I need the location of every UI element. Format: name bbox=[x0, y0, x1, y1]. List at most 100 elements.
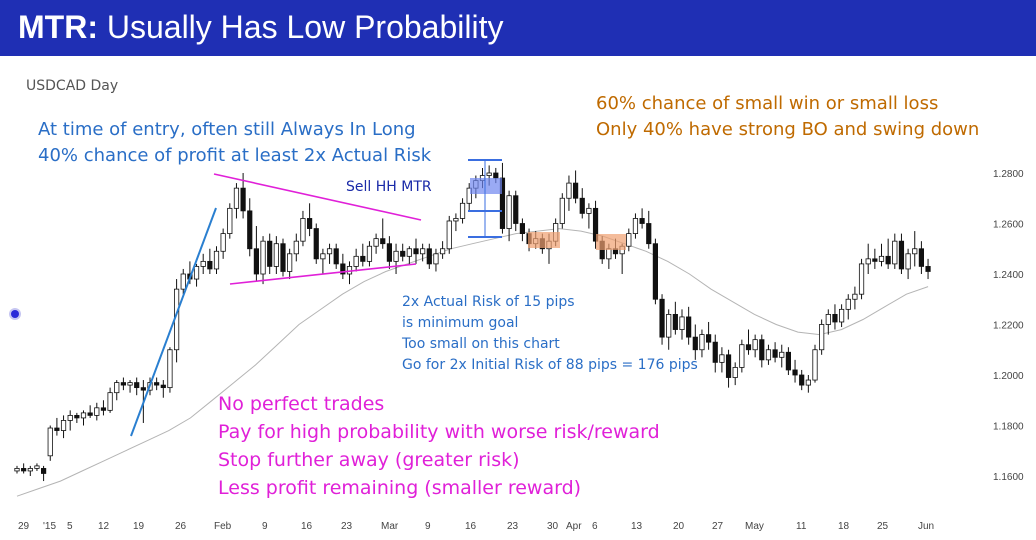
note-too-small: Too small on this chart bbox=[402, 336, 560, 352]
bear-candle bbox=[41, 468, 47, 474]
bull-candle bbox=[114, 382, 120, 394]
bear-candle bbox=[87, 412, 93, 416]
bull-candle bbox=[420, 248, 426, 255]
bull-candle bbox=[858, 263, 865, 295]
wedge-lower-line bbox=[229, 263, 417, 285]
y-tick-label: 1.1600 bbox=[993, 472, 1024, 483]
bull-candle bbox=[94, 407, 100, 416]
bull-candle bbox=[905, 253, 911, 270]
bear-candle bbox=[579, 197, 585, 214]
bear-candle bbox=[652, 243, 659, 300]
bull-candle bbox=[287, 253, 293, 272]
y-tick-label: 1.2400 bbox=[993, 270, 1024, 281]
moving-average-layer bbox=[16, 228, 929, 497]
bull-candle bbox=[892, 240, 898, 265]
note-pay-probability: Pay for high probability with worse risk… bbox=[218, 421, 660, 443]
x-tick-label: May bbox=[745, 521, 764, 532]
bear-candle bbox=[799, 374, 805, 386]
x-tick-label: 23 bbox=[341, 521, 353, 532]
bear-candle bbox=[154, 382, 160, 386]
bull-candle bbox=[506, 195, 512, 229]
bull-candle bbox=[220, 233, 226, 252]
trendlines bbox=[130, 173, 422, 437]
bear-candle bbox=[872, 258, 878, 262]
bear-candle bbox=[646, 223, 652, 245]
bull-candle bbox=[293, 240, 299, 255]
bull-candle bbox=[439, 248, 446, 255]
x-tick-label: Mar bbox=[381, 521, 399, 532]
bull-candle bbox=[666, 313, 672, 338]
bear-candle bbox=[267, 240, 273, 267]
x-tick-label: 12 bbox=[98, 521, 110, 532]
bull-candle bbox=[67, 414, 73, 421]
bear-candle bbox=[160, 384, 166, 389]
bear-candle bbox=[712, 341, 718, 363]
bear-candle bbox=[100, 407, 107, 411]
bear-candle bbox=[592, 207, 599, 242]
note-small-win-loss: 60% chance of small win or small loss bbox=[596, 93, 939, 114]
bull-candle bbox=[865, 258, 871, 265]
bull-candle bbox=[912, 248, 918, 255]
bull-candle bbox=[453, 218, 459, 222]
bull-candle bbox=[320, 253, 326, 260]
bull-candle bbox=[260, 240, 266, 275]
title-rest: Usually Has Low Probability bbox=[106, 9, 504, 45]
x-axis: 29 '15 5 12 19 26 Feb 9 16 23 Mar 9 16 23 30 Apr 6 13 20 27… bbox=[18, 521, 934, 532]
bear-candle bbox=[513, 195, 519, 224]
bull-candle bbox=[273, 243, 279, 267]
bear-candle bbox=[380, 238, 386, 245]
bull-candle bbox=[632, 218, 639, 234]
bear-candle bbox=[426, 248, 432, 265]
bear-candle bbox=[493, 172, 499, 179]
bear-candle bbox=[386, 243, 393, 262]
bear-candle bbox=[573, 182, 579, 199]
bear-candle bbox=[413, 248, 419, 255]
bull-candle bbox=[433, 253, 439, 265]
entry-box bbox=[528, 232, 560, 248]
x-tick-label: 5 bbox=[67, 521, 73, 532]
bull-candle bbox=[825, 313, 831, 325]
bull-candle bbox=[373, 238, 379, 247]
x-tick-label: 11 bbox=[796, 521, 807, 532]
bear-candle bbox=[519, 223, 526, 234]
candlesticks bbox=[14, 162, 931, 482]
x-tick-label: 25 bbox=[877, 521, 889, 532]
x-tick-label: Feb bbox=[214, 521, 232, 532]
x-tick-label: 16 bbox=[301, 521, 313, 532]
bull-candle bbox=[679, 316, 685, 330]
bull-candle bbox=[406, 248, 412, 257]
note-minimum-goal: is minimum goal bbox=[402, 315, 519, 331]
bull-candle bbox=[839, 308, 845, 323]
x-tick-label: 9 bbox=[425, 521, 431, 532]
bull-candle bbox=[193, 266, 200, 280]
bear-candle bbox=[333, 248, 339, 265]
bull-candle bbox=[393, 250, 399, 262]
bear-candle bbox=[785, 351, 792, 371]
x-tick-label: 9 bbox=[262, 521, 268, 532]
note-less-profit: Less profit remaining (smaller reward) bbox=[218, 477, 582, 499]
bear-candle bbox=[280, 243, 286, 272]
trend-line bbox=[130, 207, 217, 437]
bull-candle bbox=[878, 255, 885, 262]
bull-candle bbox=[779, 351, 785, 358]
bull-candle bbox=[446, 220, 452, 250]
bull-candle bbox=[14, 468, 20, 472]
wedge-upper-line bbox=[213, 173, 422, 221]
x-tick-label: 30 bbox=[547, 521, 559, 532]
bear-candle bbox=[772, 349, 778, 358]
entry-box bbox=[596, 234, 626, 250]
bull-candle bbox=[459, 202, 466, 219]
bear-candle bbox=[759, 339, 765, 361]
bull-candle bbox=[353, 255, 359, 267]
note-strong-bo: Only 40% have strong BO and swing down bbox=[596, 119, 980, 140]
bear-candle bbox=[21, 468, 27, 472]
bear-candle bbox=[253, 248, 259, 275]
bull-candle bbox=[699, 334, 705, 351]
bear-candle bbox=[240, 187, 246, 212]
note-initial-risk: Go for 2x Initial Risk of 88 pips = 176 … bbox=[402, 357, 698, 373]
bull-candle bbox=[34, 465, 40, 469]
bull-candle bbox=[819, 324, 825, 351]
note-profit-chance: 40% chance of profit at least 2x Actual … bbox=[38, 145, 432, 166]
bull-candle bbox=[200, 260, 206, 267]
x-tick-label: 29 bbox=[18, 521, 30, 532]
